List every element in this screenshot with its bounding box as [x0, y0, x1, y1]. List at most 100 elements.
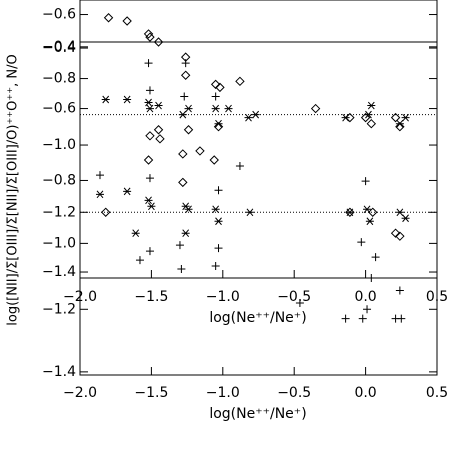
point — [144, 196, 153, 205]
point — [210, 79, 221, 90]
point — [178, 177, 188, 188]
point — [155, 134, 165, 144]
point — [135, 256, 144, 265]
x-tick-label: −0.5 — [277, 289, 311, 305]
point — [183, 125, 194, 135]
point — [184, 104, 193, 113]
point — [367, 274, 376, 282]
x-tick-label: 0.5 — [426, 385, 448, 401]
point — [361, 177, 370, 186]
y-tick-label: −1.0 — [42, 235, 76, 251]
point — [180, 70, 191, 80]
point — [95, 190, 104, 199]
point — [181, 59, 190, 68]
plot-frame — [79, 0, 438, 376]
point — [145, 174, 154, 183]
point — [209, 155, 219, 165]
point — [145, 104, 154, 113]
point — [211, 104, 220, 113]
point — [213, 122, 224, 132]
point — [214, 244, 223, 253]
point — [143, 29, 154, 39]
y-axis-label: log([NII]/Σ[OIII]/Σ[NII]/Σ[OIII]/O)⁺⁺O⁺⁺… — [6, 54, 21, 325]
point — [341, 113, 350, 122]
point — [145, 131, 155, 141]
point — [244, 113, 253, 122]
point — [211, 262, 220, 271]
point — [95, 171, 104, 180]
point — [366, 118, 377, 129]
point — [123, 187, 132, 196]
x-tick-label: −0.5 — [277, 385, 311, 401]
point — [401, 113, 410, 122]
point — [395, 122, 405, 132]
point — [364, 110, 373, 119]
y-tick-label: −1.4 — [42, 364, 76, 380]
point — [181, 229, 190, 238]
point — [365, 217, 374, 226]
point — [358, 314, 367, 323]
point — [195, 146, 205, 156]
point — [245, 208, 254, 217]
point — [368, 207, 378, 217]
x-axis-label: log(Ne⁺⁺/Ne⁺) — [209, 406, 306, 422]
y-tick-label: −1.4 — [42, 264, 76, 280]
point — [145, 86, 154, 95]
point — [103, 13, 114, 23]
y-tick-label: −1.2 — [42, 204, 76, 220]
point — [131, 229, 140, 238]
x-tick-label: −2.0 — [63, 385, 97, 401]
point — [397, 314, 406, 323]
y-tick-label: −0.4 — [42, 40, 76, 56]
x-tick-label: −1.5 — [134, 385, 168, 401]
x-tick-label: 0.5 — [426, 289, 448, 305]
point — [235, 162, 244, 171]
x-axis-label: log(Ne⁺⁺/Ne⁺) — [209, 310, 306, 326]
point — [178, 110, 187, 119]
point — [235, 76, 245, 87]
point — [390, 228, 401, 238]
y-tick-label: −0.8 — [42, 172, 76, 188]
point — [145, 247, 154, 256]
point — [360, 112, 371, 123]
x-tick-label: −1.0 — [206, 385, 240, 401]
point — [101, 95, 110, 104]
point — [144, 98, 153, 107]
y-tick-label: −0.6 — [42, 101, 76, 117]
x-tick-label: −1.0 — [206, 289, 240, 305]
point — [367, 101, 376, 110]
point — [363, 305, 372, 314]
point — [395, 231, 405, 241]
point — [251, 110, 260, 119]
x-tick-label: 0.0 — [354, 289, 376, 305]
point — [295, 299, 304, 308]
point — [215, 82, 225, 93]
y-tick-label: −1.2 — [42, 301, 76, 317]
point — [184, 205, 193, 214]
point — [211, 92, 220, 101]
point — [144, 59, 153, 68]
point — [100, 207, 111, 217]
point — [390, 112, 401, 123]
point — [357, 238, 366, 247]
point — [153, 125, 164, 135]
point — [371, 253, 380, 262]
point — [345, 207, 355, 217]
y-tick-label: −1.0 — [42, 137, 76, 153]
point — [177, 265, 186, 274]
point — [345, 208, 354, 217]
point — [224, 104, 233, 113]
y-tick-label: −0.8 — [42, 71, 76, 87]
y-tick-label: −0.6 — [42, 7, 76, 23]
point — [395, 286, 404, 295]
point — [214, 119, 223, 128]
point — [341, 314, 350, 323]
point — [147, 202, 156, 211]
y-tick-label: −0.4 — [42, 39, 76, 55]
x-tick-label: −2.0 — [63, 289, 97, 305]
point — [178, 149, 188, 159]
point — [180, 92, 189, 101]
point — [401, 214, 410, 223]
point — [123, 95, 132, 104]
